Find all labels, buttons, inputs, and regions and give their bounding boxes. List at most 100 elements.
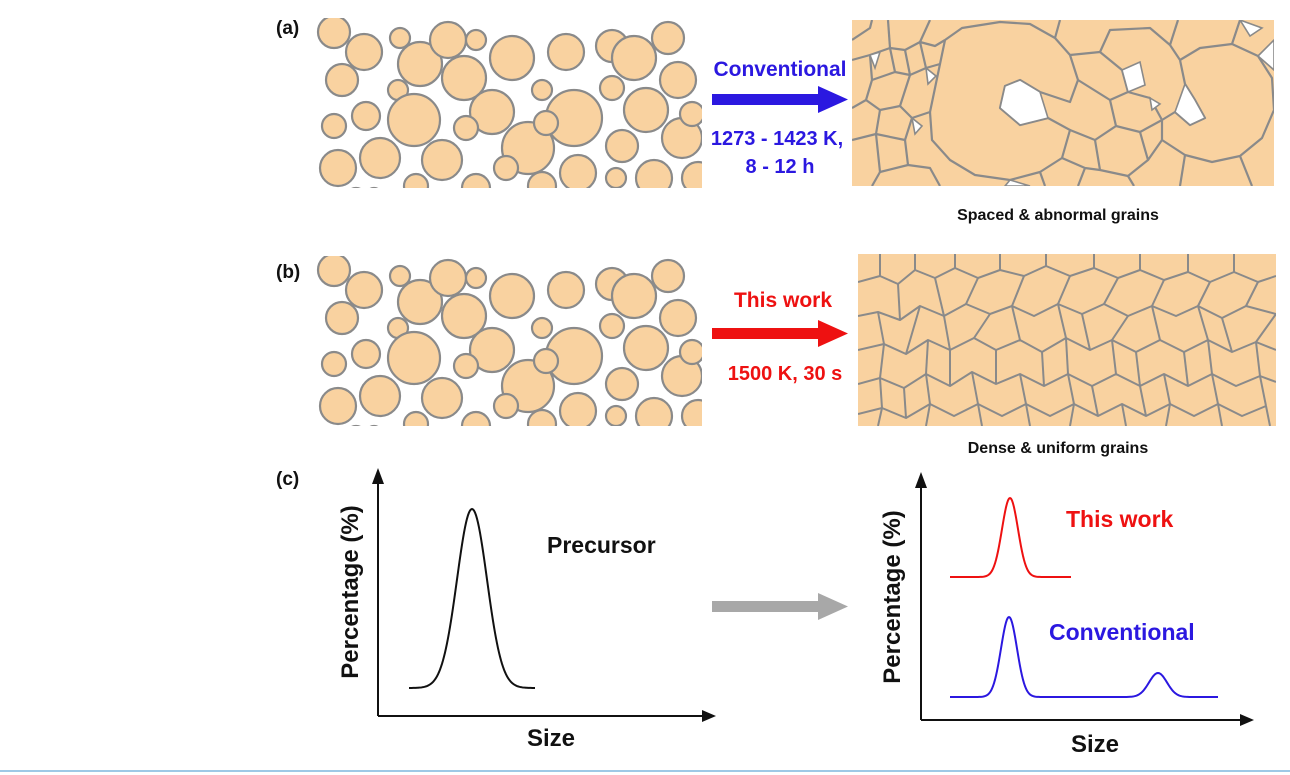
grain-boundary (925, 339, 929, 375)
grain-boundary (1011, 305, 1021, 341)
panel-b-label: (b) (276, 262, 300, 283)
grain-boundary (1065, 337, 1069, 375)
conventional-conditions-line2: 8 - 12 h (746, 156, 815, 178)
precursor-grain (344, 270, 384, 310)
precursor-grain (350, 100, 382, 132)
grain-boundary (1163, 373, 1171, 405)
precursor-grain (532, 347, 560, 375)
this-work-curve-label: This work (1066, 506, 1174, 532)
this-work-title: This work (734, 289, 832, 312)
precursor-grain (492, 154, 520, 182)
precursor-grain (678, 100, 702, 128)
precursor-grain (388, 264, 412, 288)
grain-boundary (1255, 341, 1261, 377)
precursor-grain (320, 112, 348, 140)
precursor-grain (634, 396, 674, 426)
precursor-grain (530, 78, 554, 102)
precursor-grain (386, 330, 442, 386)
precursor-curve (409, 507, 535, 689)
precursor-grain (318, 386, 358, 426)
right-y-axis-arrowhead (915, 472, 927, 488)
grain-boundary (1217, 403, 1223, 426)
precursor-grain (658, 60, 698, 100)
conventional-curve-label: Conventional (1049, 619, 1195, 645)
precursor-grain (622, 324, 670, 372)
precursor-grain (320, 350, 348, 378)
precursor-grain (440, 292, 488, 340)
grain-boundary (1091, 385, 1099, 417)
grain-boundary (877, 407, 883, 426)
precursor-grain (604, 366, 640, 402)
grain-boundary (1197, 281, 1211, 307)
transition-arrow (712, 593, 848, 620)
grain-boundary (1041, 351, 1045, 387)
grain-boundary (943, 315, 951, 351)
grain-boundary (903, 387, 907, 419)
grain-boundary (1057, 275, 1071, 305)
precursor-grain (386, 92, 442, 148)
precursor-grain (680, 398, 702, 426)
grain-boundary (1111, 339, 1117, 375)
precursor-grain (658, 298, 698, 338)
right-x-axis-arrowhead (1240, 714, 1254, 726)
this-work-curve (950, 496, 1071, 578)
grain-boundary (1255, 313, 1276, 343)
grain-boundary (925, 373, 931, 405)
precursor-grain (452, 352, 480, 380)
grain-boundary (1111, 315, 1129, 341)
grain-boundary (879, 343, 885, 379)
right-plot-axes (920, 486, 1242, 721)
panel-a-abnormal-grains (852, 20, 1274, 186)
grain-boundary (965, 277, 979, 305)
grain-boundary (1067, 373, 1075, 405)
panel-b-result-caption: Dense & uniform grains (968, 440, 1149, 457)
panel-b-uniform-grains (858, 254, 1276, 426)
grain-boundary (1265, 405, 1271, 426)
left-x-axis-arrowhead (702, 710, 716, 722)
precursor-grain (420, 376, 464, 420)
precursor-grain (604, 166, 628, 188)
left-plot-axes (377, 482, 704, 717)
precursor-grain (428, 20, 468, 60)
left-x-axis-label: Size (527, 725, 575, 752)
panel-a-result-caption: Spaced & abnormal grains (957, 207, 1159, 224)
precursor-grain (402, 172, 430, 188)
grain-boundary (1245, 281, 1259, 307)
precursor-grain (452, 114, 480, 142)
precursor-grain (634, 158, 674, 188)
precursor-grain (351, 424, 361, 426)
precursor-grain (598, 74, 626, 102)
grain-boundary (1197, 305, 1209, 341)
precursor-grain (396, 278, 444, 326)
precursor-grain (680, 160, 702, 188)
precursor-grain (460, 410, 492, 426)
precursor-grain (604, 404, 628, 426)
precursor-grain (388, 26, 412, 50)
precursor-grain (402, 410, 430, 426)
grain-boundary (1151, 279, 1165, 307)
precursor-grain (526, 408, 558, 426)
precursor-grain (622, 86, 670, 134)
precursor-grain (598, 312, 626, 340)
grain-boundary (905, 305, 921, 355)
precursor-grain (316, 18, 352, 50)
precursor-grain (604, 128, 640, 164)
precursor-grain (464, 28, 488, 52)
precursor-grain (440, 54, 488, 102)
precursor-grain (464, 266, 488, 290)
grain-boundary (1151, 305, 1161, 341)
left-y-axis-label: Percentage (%) (337, 505, 364, 678)
conventional-title: Conventional (713, 58, 846, 81)
precursor-grain (324, 62, 360, 98)
uniform-grain-boundaries (858, 254, 1276, 426)
precursor-grain (678, 338, 702, 366)
precursor-grain (610, 272, 658, 320)
grain-boundary (897, 283, 901, 321)
grain-boundary (1019, 373, 1027, 405)
grain-boundary (1081, 313, 1091, 351)
panel-c-label: (c) (276, 469, 299, 490)
precursor-grain (358, 374, 402, 418)
precursor-grain (324, 300, 360, 336)
panel-b-precursor-grains (316, 256, 702, 426)
